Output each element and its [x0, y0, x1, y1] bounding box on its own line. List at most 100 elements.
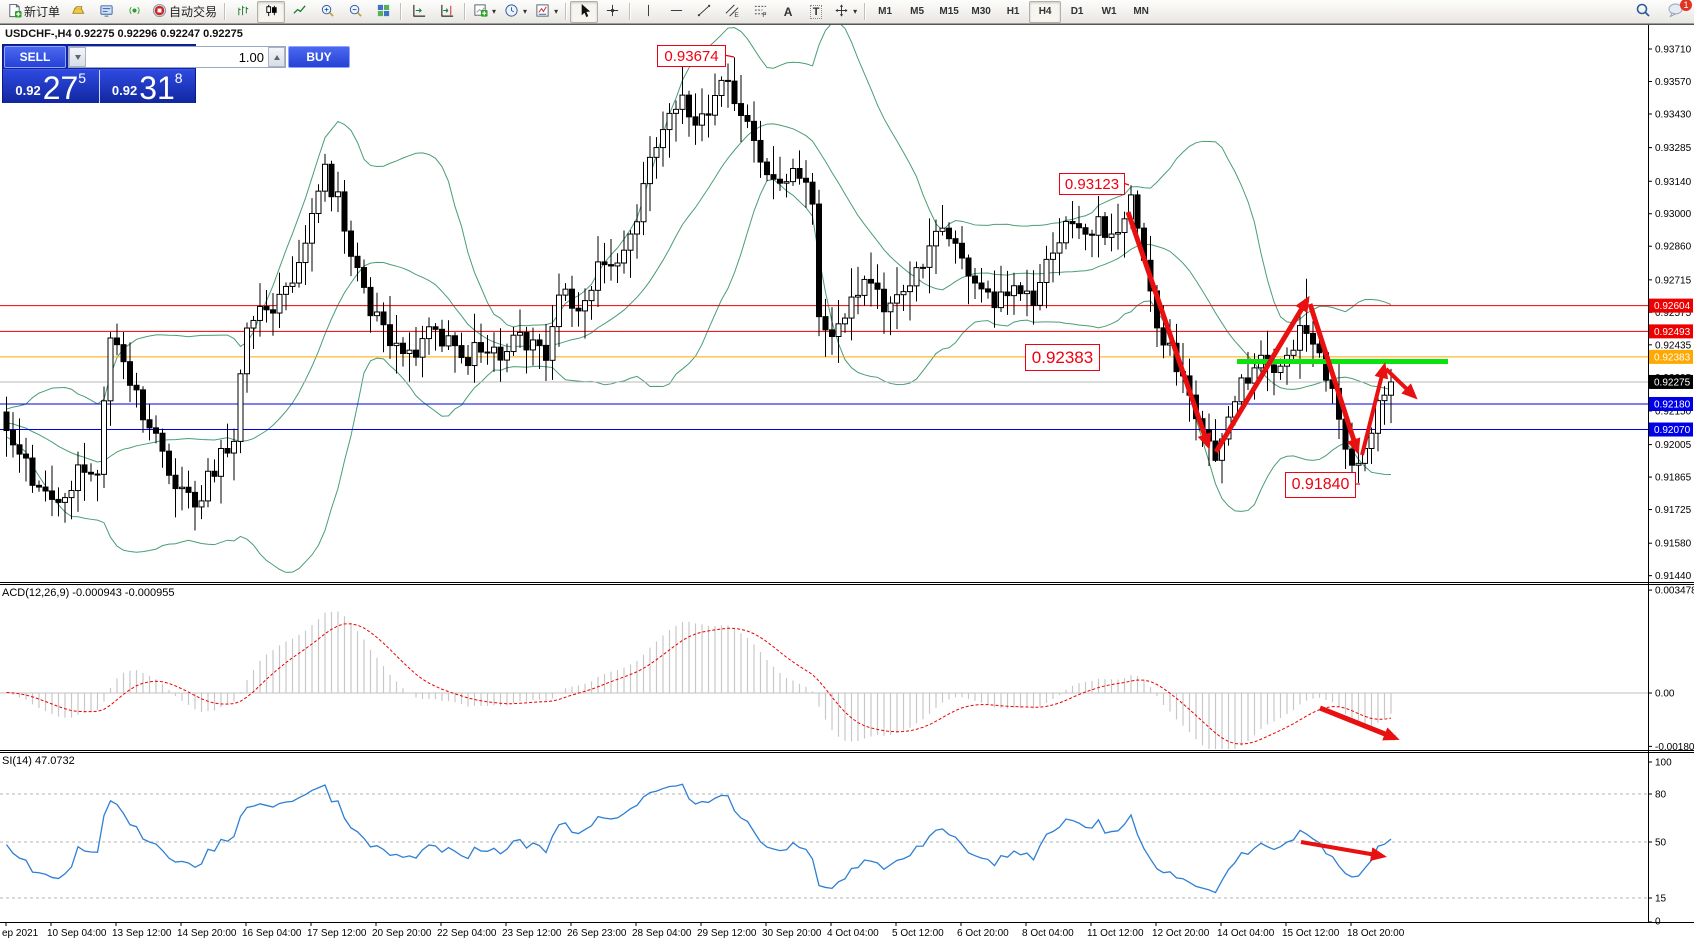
candlestick-mode-button[interactable] — [257, 0, 286, 23]
search-button[interactable] — [1629, 1, 1657, 23]
candlesticks-layer — [3, 57, 1394, 531]
trend-arrow[interactable] — [1213, 295, 1310, 454]
templates-button[interactable] — [531, 1, 562, 23]
new-order-button[interactable]: 新订单 — [3, 1, 64, 23]
fibonacci-icon: F — [753, 3, 768, 21]
add-indicator-button[interactable] — [469, 1, 500, 23]
timeframe-button-W1[interactable]: W1 — [1101, 6, 1117, 17]
timeframe-button-MN[interactable]: MN — [1133, 6, 1149, 17]
text-label-tool-button[interactable]: T — [802, 1, 830, 23]
volume-decrease-button[interactable] — [69, 47, 86, 67]
trend-arrow[interactable] — [1300, 840, 1387, 862]
autotrading-button[interactable]: 自动交易 — [148, 1, 221, 23]
timeframe-button-H4[interactable]: H4 — [1029, 0, 1062, 23]
signals-button[interactable] — [120, 1, 148, 23]
price-tick-label: 0.92005 — [1655, 440, 1692, 451]
fibonacci-tool-button[interactable]: F — [746, 1, 774, 23]
price-annotation[interactable]: 0.91840 — [1285, 472, 1356, 498]
trend-arrow[interactable] — [1125, 211, 1212, 450]
rsi-line — [5, 783, 1392, 894]
trend-arrows-layer[interactable] — [1125, 211, 1418, 862]
zoom-out-button[interactable] — [341, 1, 369, 23]
trend-arrow[interactable] — [1307, 303, 1361, 455]
timeframe-button-D1[interactable]: D1 — [1070, 6, 1084, 17]
timeframe-button-M1[interactable]: M1 — [878, 6, 893, 17]
buy-button[interactable]: BUY — [288, 46, 350, 68]
add-indicator-icon — [473, 3, 488, 21]
gold-button[interactable] — [64, 1, 92, 23]
cursor-icon — [577, 3, 592, 21]
price-annotation[interactable]: 0.92383 — [1025, 344, 1100, 371]
cursor-tool-button[interactable] — [570, 0, 599, 23]
time-axis-label: 15 Oct 12:00 — [1282, 928, 1340, 939]
monitor-icon — [99, 3, 114, 21]
vertical-line-tool-button[interactable] — [634, 1, 662, 23]
line-chart-mode-button[interactable] — [285, 1, 313, 23]
timeframe-button-M30[interactable]: M30 — [971, 6, 991, 17]
axes-layer: 0.93710 0.93570 0.93430 0.93285 0.93140 0.930… — [0, 24, 1694, 939]
trend-arrow[interactable] — [1384, 367, 1418, 400]
support-zone-line[interactable] — [1237, 359, 1448, 364]
price-badge-0.92493: 0.92493 — [1649, 324, 1693, 339]
chart-shift-button[interactable] — [433, 1, 461, 23]
time-axis-label: 6 Oct 20:00 — [957, 928, 1009, 939]
market-watch-button[interactable] — [92, 1, 120, 23]
main-chart-pane[interactable] — [0, 24, 1648, 573]
price-badge-0.92383: 0.92383 — [1649, 349, 1693, 364]
horizontal-line-tool-button[interactable] — [662, 1, 690, 23]
crosshair-tool-button[interactable] — [598, 1, 626, 23]
svg-text:E: E — [734, 12, 739, 18]
line-chart-icon — [292, 3, 307, 21]
auto-scroll-button[interactable] — [405, 1, 433, 23]
sell-price-prefix: 0.92 — [15, 83, 41, 98]
chart-canvas[interactable]: 0.93710 0.93570 0.93430 0.93285 0.93140 0.930… — [0, 24, 1694, 941]
buy-price-display[interactable]: 0.92 31 8 — [99, 70, 195, 104]
timeframe-button-M5[interactable]: M5 — [910, 6, 925, 17]
shapes-tool-button[interactable] — [830, 1, 861, 23]
rsi-indicator-label: SI(14) 47.0732 — [2, 755, 75, 767]
text-tool-button[interactable]: A — [774, 1, 802, 23]
notifications-button[interactable]: 1 — [1661, 0, 1692, 23]
chat-icon — [1667, 2, 1684, 21]
svg-text:F: F — [762, 12, 766, 18]
bar-chart-icon — [236, 3, 251, 21]
volume-input[interactable] — [86, 47, 268, 67]
price-badge-0.92180: 0.92180 — [1649, 396, 1693, 411]
price-badge-0.92070: 0.92070 — [1649, 422, 1693, 437]
macd-axis-label: 0.003478 — [1655, 586, 1694, 597]
price-tick-label: 0.93285 — [1655, 143, 1692, 154]
bollinger-lower-band — [6, 178, 1392, 573]
time-axis-label: 28 Sep 04:00 — [632, 928, 692, 939]
chart-shift-icon — [440, 3, 455, 21]
trend-arrow[interactable] — [1319, 705, 1400, 741]
time-axis-label: 5 Oct 12:00 — [892, 928, 944, 939]
time-axis-label: 26 Sep 23:00 — [567, 928, 627, 939]
periods-button[interactable] — [500, 1, 531, 23]
volume-increase-button[interactable] — [268, 47, 285, 67]
rsi-pane[interactable] — [0, 783, 1648, 899]
label-tool-icon: T — [809, 4, 823, 19]
trendline-tool-button[interactable] — [690, 1, 718, 23]
timeframe-button-H1[interactable]: H1 — [1006, 6, 1020, 17]
macd-pane[interactable] — [0, 611, 1648, 758]
sell-price-display[interactable]: 0.92 27 5 — [3, 70, 100, 104]
price-badge-label: 0.92493 — [1654, 327, 1691, 338]
sell-button[interactable]: SELL — [4, 46, 66, 68]
zoom-in-button[interactable] — [313, 1, 341, 23]
tile-windows-icon — [376, 3, 391, 21]
price-annotation[interactable]: 0.93123 — [1059, 173, 1125, 195]
macd-axis-label: 0.00 — [1655, 689, 1675, 700]
timeframe-group: M1 M5 M15 M30 H1 H4 D1 W1 MN — [869, 0, 1157, 23]
time-axis-label: 13 Sep 12:00 — [112, 928, 172, 939]
chart-window: 0.93710 0.93570 0.93430 0.93285 0.93140 0.930… — [0, 24, 1694, 941]
price-annotation[interactable]: 0.93674 — [657, 45, 726, 67]
rsi-axis-label: 100 — [1655, 758, 1672, 769]
toolbar-separator — [464, 3, 467, 20]
trend-arrow[interactable] — [1360, 362, 1389, 456]
channel-tool-button[interactable]: E — [718, 1, 746, 23]
timeframe-button-M15[interactable]: M15 — [939, 6, 959, 17]
bar-chart-mode-button[interactable] — [229, 1, 257, 23]
volume-stepper — [68, 46, 286, 68]
tile-windows-button[interactable] — [369, 1, 397, 23]
